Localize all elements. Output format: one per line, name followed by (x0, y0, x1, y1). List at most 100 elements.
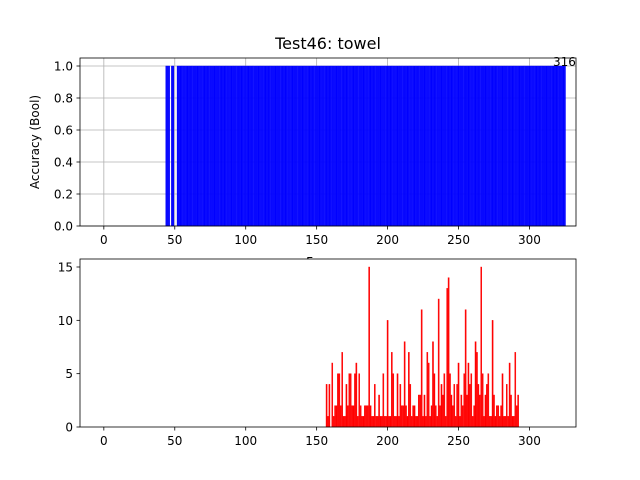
accuracy-bar (217, 65, 220, 227)
count-bar (388, 416, 390, 428)
count-bar (432, 341, 434, 428)
accuracy-bar (261, 65, 264, 227)
y-tick-label: 0.0 (54, 220, 73, 234)
accuracy-bar (524, 65, 526, 227)
count-bar (470, 373, 473, 428)
count-bar (341, 352, 343, 428)
count-bar (515, 405, 518, 428)
accuracy-bar (379, 65, 382, 227)
count-bar (354, 373, 356, 428)
count-bar (406, 416, 409, 428)
accuracy-bar (476, 65, 478, 227)
accuracy-bar (386, 65, 389, 227)
accuracy-bar (505, 65, 508, 227)
accuracy-bar (401, 65, 403, 227)
accuracy-bar (413, 65, 416, 227)
count-bar (361, 416, 363, 428)
accuracy-bar (552, 65, 555, 227)
accuracy-bar (483, 65, 485, 227)
accuracy-bar (294, 65, 297, 227)
count-bar (491, 320, 494, 428)
accuracy-bar (433, 65, 436, 227)
accuracy-bar (562, 65, 565, 227)
accuracy-bar (271, 65, 274, 227)
accuracy-bar (508, 65, 511, 227)
count-bar (447, 277, 450, 428)
accuracy-bar (471, 65, 474, 227)
accuracy-bar (419, 65, 421, 227)
accuracy-bar (561, 65, 563, 227)
accuracy-bar (545, 65, 548, 227)
count-bar (416, 416, 419, 428)
count-bar (372, 416, 375, 428)
accuracy-bar (462, 65, 464, 227)
accuracy-bar (477, 65, 480, 227)
accuracy-bar (263, 65, 265, 227)
accuracy-bar (551, 65, 553, 227)
accuracy-bar (395, 65, 397, 227)
accuracy-bar (345, 65, 348, 227)
y-tick-label: 15 (58, 261, 73, 275)
accuracy-bar (530, 65, 532, 227)
accuracy-bar (300, 65, 302, 227)
accuracy-bar (531, 65, 534, 227)
accuracy-bar (381, 65, 383, 227)
count-bar (365, 405, 368, 428)
accuracy-bar (203, 65, 206, 227)
accuracy-bar (437, 65, 440, 227)
accuracy-bar (517, 65, 519, 227)
accuracy-bar (496, 65, 498, 227)
accuracy-bar (260, 65, 263, 227)
x-tick-label: 300 (518, 434, 541, 448)
accuracy-bar (178, 65, 180, 227)
accuracy-bar (220, 65, 223, 227)
accuracy-bar (383, 65, 386, 227)
accuracy-bar (534, 65, 536, 227)
count-bar (430, 405, 433, 428)
accuracy-bar (270, 65, 273, 227)
count-bar (469, 384, 471, 428)
count-bar (328, 384, 331, 428)
accuracy-bar (427, 65, 430, 227)
count-bar (325, 384, 328, 428)
count-axes-frame (79, 258, 577, 428)
count-bar (443, 373, 446, 428)
count-bar (439, 405, 441, 428)
accuracy-bar (515, 65, 518, 227)
count-bar (505, 384, 508, 428)
accuracy-bar (548, 65, 551, 227)
count-bar (349, 373, 352, 428)
accuracy-bar (378, 65, 380, 227)
accuracy-bar (430, 65, 433, 227)
count-bar (345, 384, 348, 428)
accuracy-bar (202, 65, 204, 227)
accuracy-bar (369, 65, 372, 227)
count-bar (368, 266, 370, 428)
accuracy-bar (446, 65, 448, 227)
accuracy-bar (179, 65, 182, 227)
accuracy-bar (183, 65, 186, 227)
count-bar (487, 373, 490, 428)
y-axis-label: Accuracy (Bool) (28, 95, 42, 189)
accuracy-bar (293, 65, 295, 227)
y-tick-label: 1.0 (54, 60, 73, 74)
count-bar (375, 416, 378, 428)
accuracy-bar (488, 65, 491, 227)
accuracy-bar (321, 65, 324, 227)
accuracy-bar (511, 65, 514, 227)
accuracy-bar (388, 65, 390, 227)
x-tick-label: 0 (100, 434, 108, 448)
count-bar (399, 384, 402, 428)
accuracy-bar (418, 65, 420, 227)
x-tick-label: 300 (518, 233, 541, 247)
count-bar (477, 384, 480, 428)
count-bar (385, 416, 387, 428)
accuracy-bar (371, 65, 373, 227)
count-bar (466, 394, 468, 428)
accuracy-bar (525, 65, 528, 227)
accuracy-bar (340, 65, 342, 227)
accuracy-bar (254, 65, 257, 227)
accuracy-bar (278, 65, 281, 227)
accuracy-bar (467, 65, 470, 227)
accuracy-bar (305, 65, 308, 227)
